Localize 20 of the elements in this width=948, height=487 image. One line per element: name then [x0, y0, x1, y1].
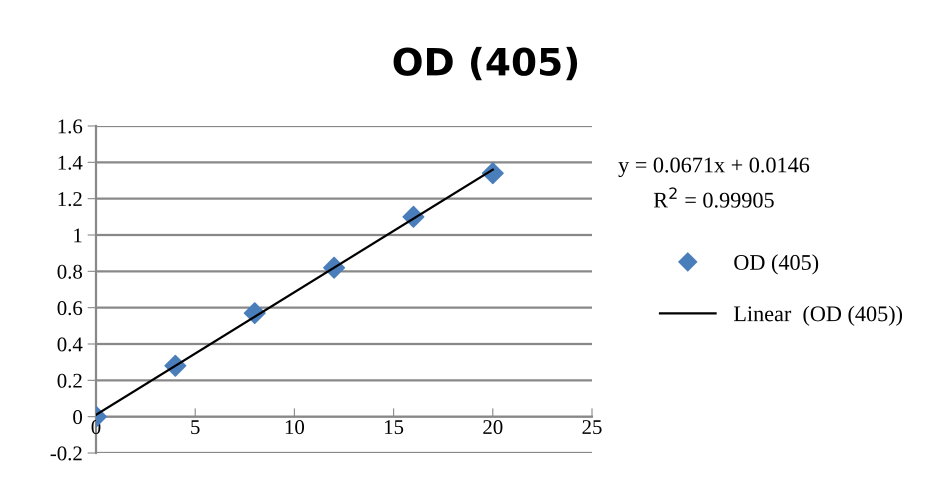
y-tick-label: 1.4: [58, 156, 82, 170]
legend-label: Linear (OD (405)): [734, 306, 902, 326]
y-tick-label: 0.2: [58, 374, 82, 388]
y-tick-label: 1: [74, 228, 82, 242]
x-tick-label: 5: [191, 420, 200, 434]
x-tick-label: 15: [385, 420, 404, 434]
y-tick-label: 0: [73, 410, 82, 424]
text: y = 0.0671x + 0.0146: [618, 158, 810, 178]
x-tick-label: 25: [582, 420, 602, 434]
y-tick-label: 1.2: [58, 192, 82, 206]
chart-title: OD (405): [394, 46, 578, 80]
y-tick-label: 0.4: [58, 337, 82, 352]
y-tick-label: 0.8: [58, 264, 82, 279]
y-tick-label: -0.2: [50, 446, 82, 461]
legend-label: OD (405): [734, 254, 818, 274]
text: R$^{2}$ = 0.99905: [654, 187, 774, 208]
x-tick-label: 20: [483, 420, 502, 434]
x-tick-label: 10: [286, 420, 304, 434]
y-tick-label: 1.6: [58, 119, 82, 134]
y-tick-label: 0.6: [58, 301, 82, 316]
